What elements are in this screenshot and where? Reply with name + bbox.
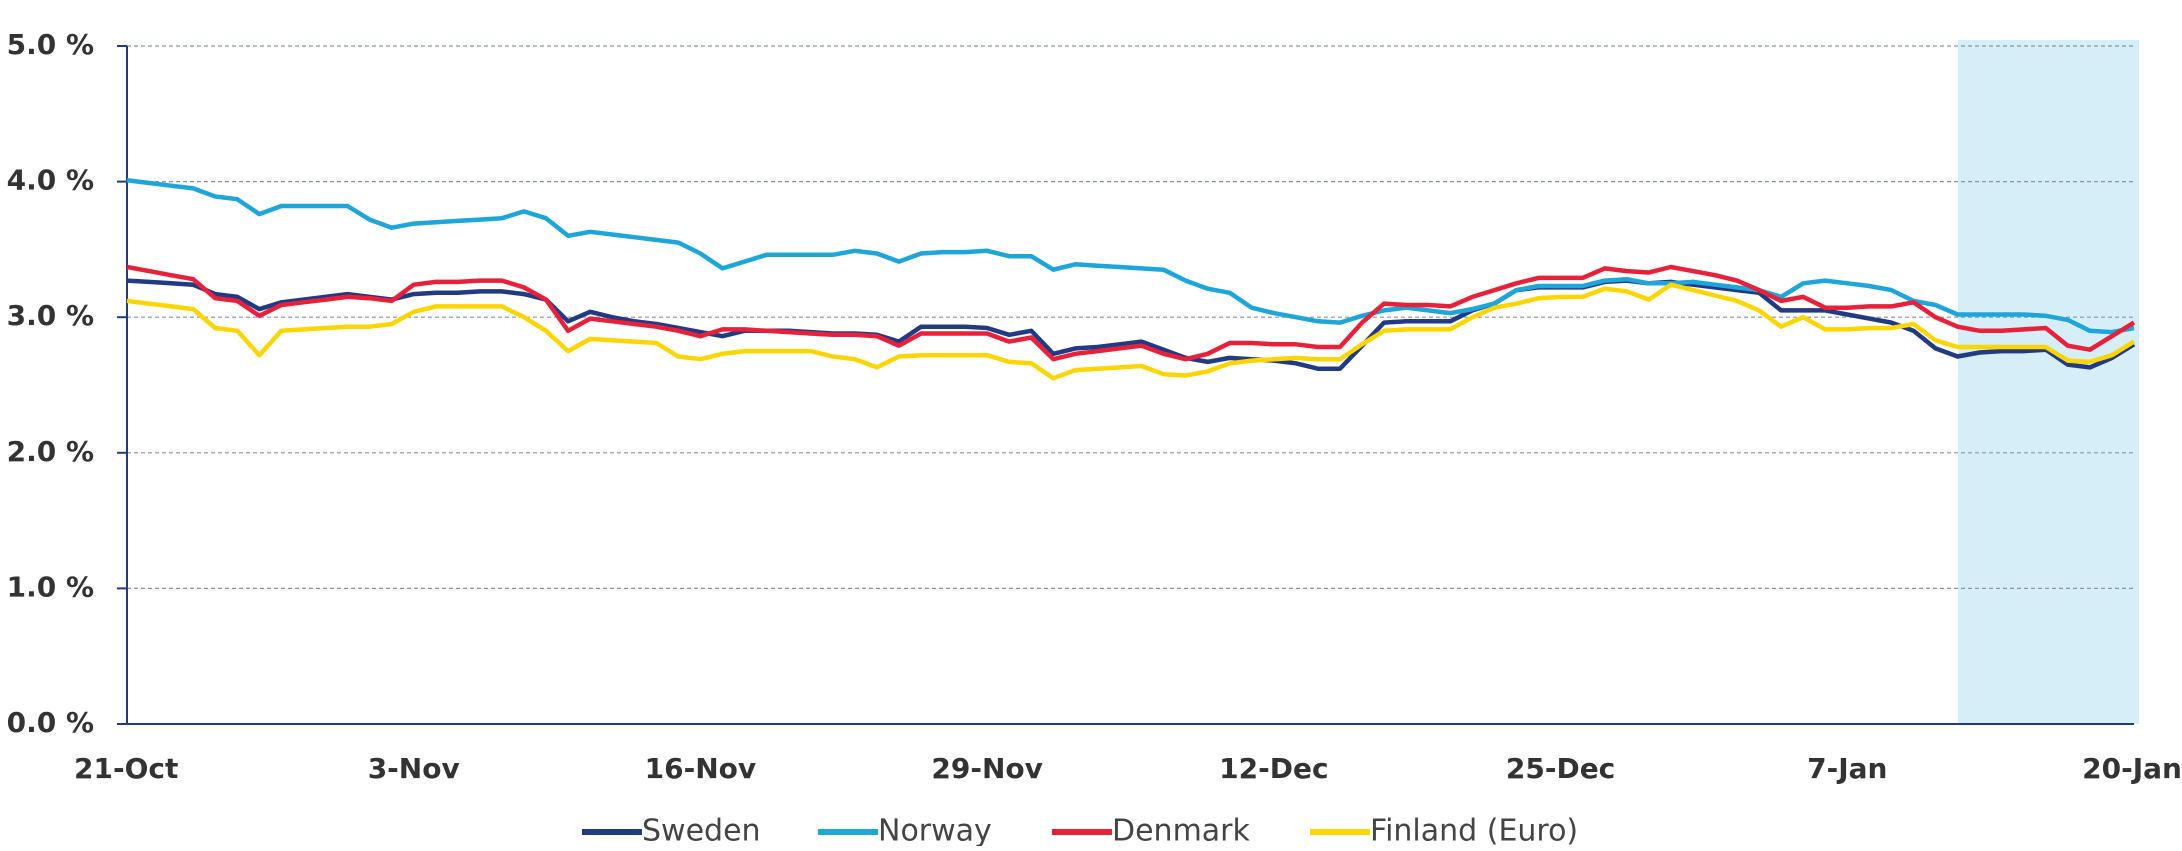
- legend-label: Finland (Euro): [1370, 814, 1578, 847]
- y-tick-label: 1.0 %: [7, 570, 94, 603]
- y-tick-label: 5.0 %: [7, 28, 94, 61]
- x-tick-label: 21-Oct: [74, 752, 178, 785]
- legend-label: Norway: [878, 814, 992, 847]
- x-tick-label: 20-Jan: [2082, 752, 2182, 785]
- series-line: [126, 177, 2135, 335]
- y-tick-label: 4.0 %: [7, 164, 94, 197]
- y-tick-label: 0.0 %: [7, 706, 94, 739]
- x-tick-label: 3-Nov: [368, 752, 460, 785]
- series-line: [126, 264, 2136, 362]
- x-tick-label: 16-Nov: [645, 752, 757, 785]
- legend-label: Denmark: [1112, 814, 1251, 847]
- highlight-band: [1958, 40, 2139, 724]
- x-tick-label: 25-Dec: [1506, 752, 1615, 785]
- x-tick-label: 7-Jan: [1807, 752, 1887, 785]
- series-line: [126, 282, 2136, 381]
- y-tick-label: 2.0 %: [7, 435, 94, 468]
- x-tick-label: 12-Dec: [1219, 752, 1328, 785]
- series-line: [126, 278, 2136, 371]
- legend-label: Sweden: [642, 814, 761, 847]
- y-tick-label: 3.0 %: [7, 299, 94, 332]
- x-tick-label: 29-Nov: [931, 752, 1043, 785]
